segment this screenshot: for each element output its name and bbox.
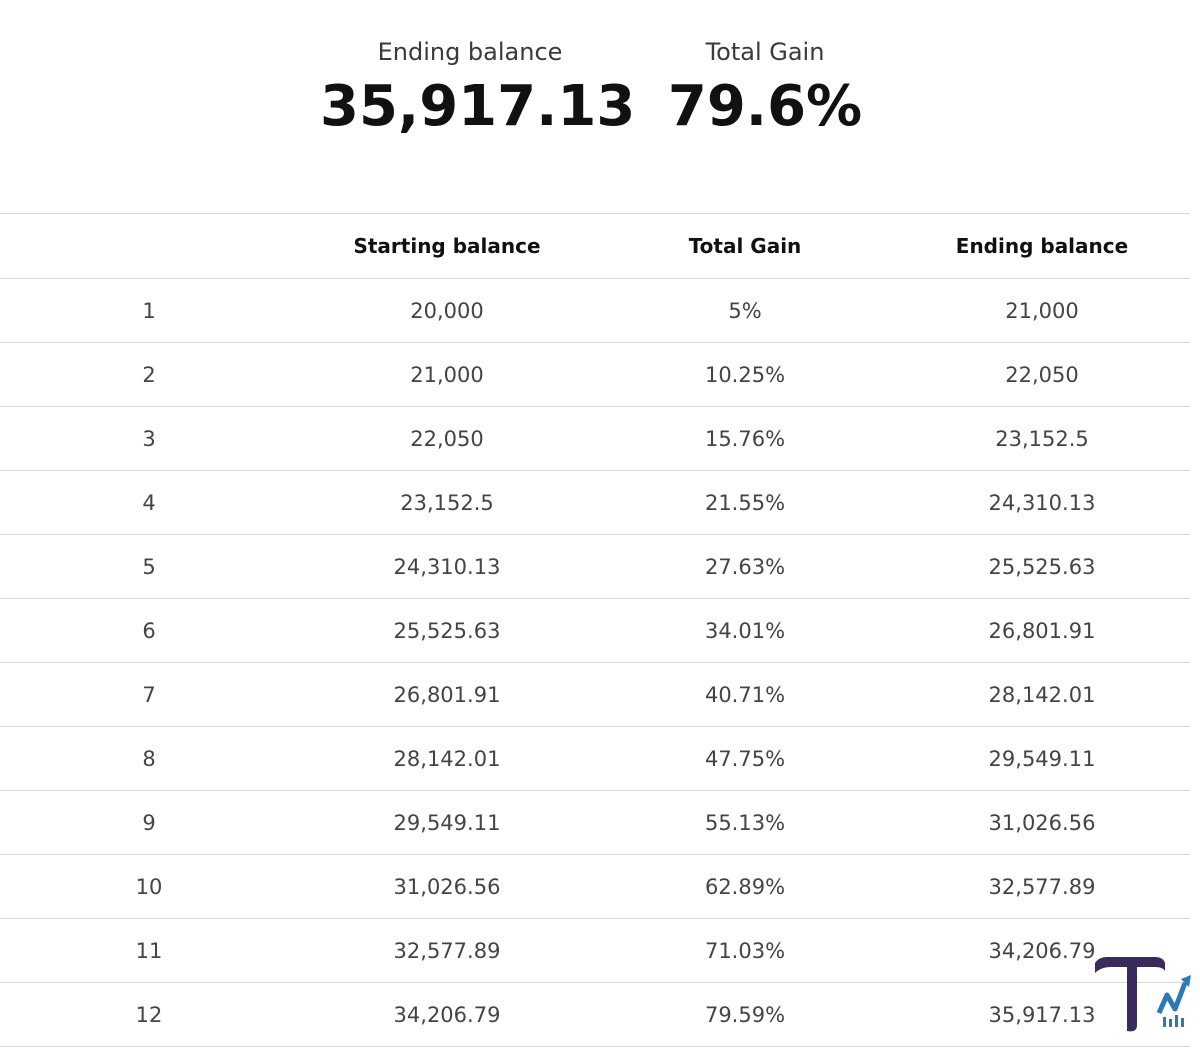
cell-starting-balance: 25,525.63 <box>298 598 596 663</box>
cell-ending-balance: 22,050 <box>894 342 1190 407</box>
header-total-gain: Total Gain <box>596 213 894 279</box>
cell-total-gain: 47.75% <box>596 726 894 791</box>
cell-starting-balance: 26,801.91 <box>298 662 596 727</box>
cell-period: 12 <box>0 982 298 1047</box>
table-header-row: Starting balance Total Gain Ending balan… <box>0 213 1190 279</box>
header-starting-balance: Starting balance <box>298 213 596 279</box>
cell-total-gain: 5% <box>596 278 894 343</box>
cell-total-gain: 55.13% <box>596 790 894 855</box>
cell-starting-balance: 34,206.79 <box>298 982 596 1047</box>
cell-ending-balance: 28,142.01 <box>894 662 1190 727</box>
results-table-container: Starting balance Total Gain Ending balan… <box>0 213 1190 1047</box>
table-row: 3 22,050 15.76% 23,152.5 <box>0 406 1190 471</box>
cell-ending-balance: 32,577.89 <box>894 854 1190 919</box>
cell-total-gain: 27.63% <box>596 534 894 599</box>
cell-period: 10 <box>0 854 298 919</box>
cell-ending-balance: 23,152.5 <box>894 406 1190 471</box>
summary-panel: Ending balance 35,917.13 Total Gain 79.6… <box>0 0 1200 200</box>
cell-total-gain: 71.03% <box>596 918 894 983</box>
cell-ending-balance: 29,549.11 <box>894 726 1190 791</box>
cell-period: 8 <box>0 726 298 791</box>
cell-starting-balance: 24,310.13 <box>298 534 596 599</box>
cell-total-gain: 79.59% <box>596 982 894 1047</box>
table-body: 1 20,000 5% 21,000 2 21,000 10.25% 22,050 3 22,05… <box>0 278 1190 1047</box>
table-row: 9 29,549.11 55.13% 31,026.56 <box>0 790 1190 855</box>
table-row: 11 32,577.89 71.03% 34,206.79 <box>0 918 1190 983</box>
cell-period: 1 <box>0 278 298 343</box>
table-row: 12 34,206.79 79.59% 35,917.13 <box>0 982 1190 1047</box>
table-row: 2 21,000 10.25% 22,050 <box>0 342 1190 407</box>
cell-total-gain: 34.01% <box>596 598 894 663</box>
header-period <box>0 213 298 279</box>
total-gain-value: 79.6% <box>667 74 863 139</box>
table-row: 4 23,152.5 21.55% 24,310.13 <box>0 470 1190 535</box>
ending-balance-label: Ending balance <box>377 38 563 66</box>
cell-starting-balance: 20,000 <box>298 278 596 343</box>
header-ending-balance: Ending balance <box>894 213 1190 279</box>
cell-ending-balance: 24,310.13 <box>894 470 1190 535</box>
cell-starting-balance: 21,000 <box>298 342 596 407</box>
table-row: 7 26,801.91 40.71% 28,142.01 <box>0 662 1190 727</box>
table-row: 10 31,026.56 62.89% 32,577.89 <box>0 854 1190 919</box>
cell-total-gain: 62.89% <box>596 854 894 919</box>
cell-period: 11 <box>0 918 298 983</box>
table-row: 8 28,142.01 47.75% 29,549.11 <box>0 726 1190 791</box>
cell-period: 9 <box>0 790 298 855</box>
results-table: Starting balance Total Gain Ending balan… <box>0 213 1190 1047</box>
cell-period: 4 <box>0 470 298 535</box>
cell-period: 5 <box>0 534 298 599</box>
cell-period: 7 <box>0 662 298 727</box>
cell-ending-balance: 34,206.79 <box>894 918 1190 983</box>
cell-total-gain: 15.76% <box>596 406 894 471</box>
cell-ending-balance: 31,026.56 <box>894 790 1190 855</box>
table-row: 6 25,525.63 34.01% 26,801.91 <box>0 598 1190 663</box>
tm-logo-icon <box>1093 955 1198 1037</box>
cell-total-gain: 40.71% <box>596 662 894 727</box>
table-row: 5 24,310.13 27.63% 25,525.63 <box>0 534 1190 599</box>
table-row: 1 20,000 5% 21,000 <box>0 278 1190 343</box>
cell-starting-balance: 23,152.5 <box>298 470 596 535</box>
cell-total-gain: 21.55% <box>596 470 894 535</box>
cell-ending-balance: 35,917.13 <box>894 982 1190 1047</box>
cell-starting-balance: 28,142.01 <box>298 726 596 791</box>
cell-period: 2 <box>0 342 298 407</box>
cell-ending-balance: 25,525.63 <box>894 534 1190 599</box>
cell-starting-balance: 31,026.56 <box>298 854 596 919</box>
cell-period: 6 <box>0 598 298 663</box>
cell-period: 3 <box>0 406 298 471</box>
cell-starting-balance: 22,050 <box>298 406 596 471</box>
cell-ending-balance: 21,000 <box>894 278 1190 343</box>
total-gain-label: Total Gain <box>705 38 825 66</box>
ending-balance-value: 35,917.13 <box>320 74 636 139</box>
total-gain-stat: Total Gain 79.6% <box>640 38 890 139</box>
cell-starting-balance: 29,549.11 <box>298 790 596 855</box>
cell-ending-balance: 26,801.91 <box>894 598 1190 663</box>
ending-balance-stat: Ending balance 35,917.13 <box>320 38 636 139</box>
cell-starting-balance: 32,577.89 <box>298 918 596 983</box>
cell-total-gain: 10.25% <box>596 342 894 407</box>
